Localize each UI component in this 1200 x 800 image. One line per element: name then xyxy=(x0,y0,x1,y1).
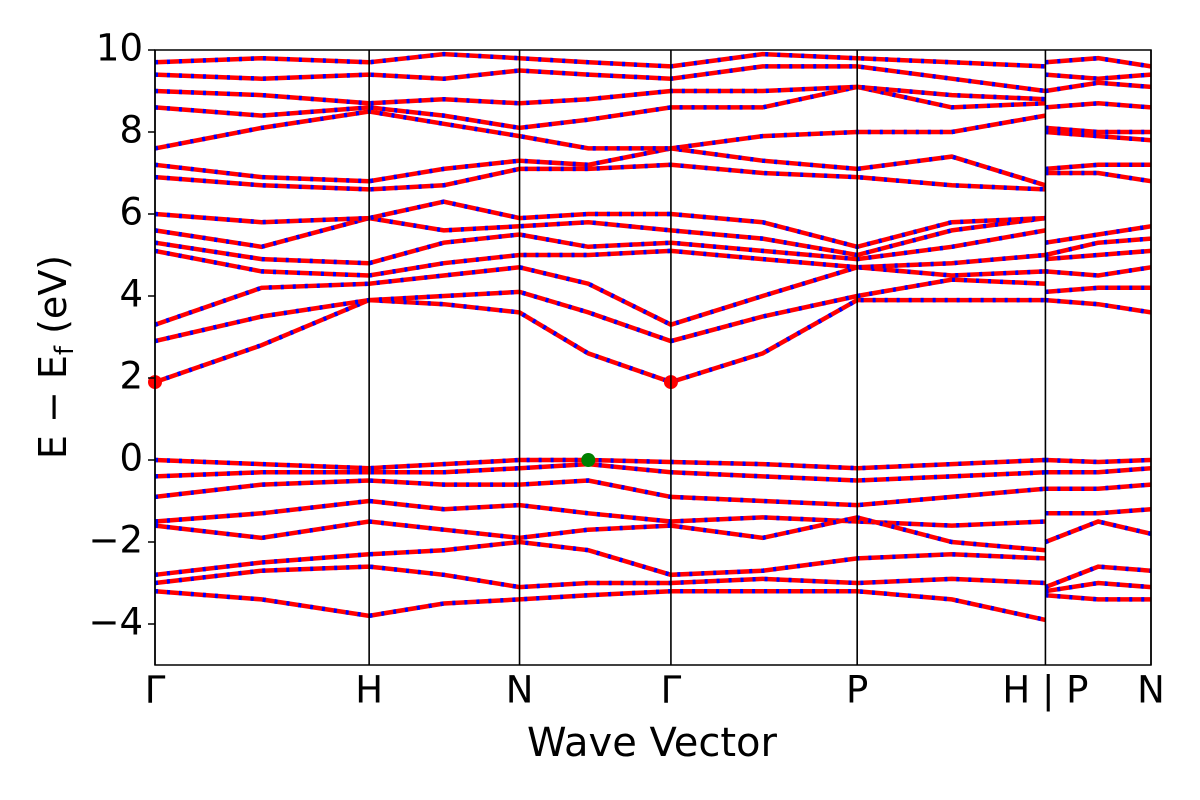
band-dash xyxy=(154,51,1152,69)
extremum-point xyxy=(581,453,596,467)
band xyxy=(154,539,1152,590)
band xyxy=(154,498,1152,528)
band-dash xyxy=(154,297,1152,385)
band-dash xyxy=(154,64,1152,94)
y-tick-label: 2 xyxy=(119,355,143,398)
band xyxy=(154,588,1151,623)
x-tick-label: N xyxy=(506,669,534,712)
x-tick-label: P xyxy=(846,669,868,712)
band xyxy=(154,277,1151,344)
x-tick-label: H | P xyxy=(1002,669,1088,712)
band-dash xyxy=(154,109,1151,151)
band xyxy=(154,478,1152,508)
x-axis-label: Wave Vector xyxy=(527,720,778,766)
x-tick-label: N xyxy=(1137,669,1165,712)
y-tick-label: −4 xyxy=(88,601,143,644)
band xyxy=(154,109,1151,151)
y-label-main: E − E xyxy=(31,355,75,459)
band xyxy=(154,457,1152,471)
y-tick-label: 6 xyxy=(119,191,143,234)
band xyxy=(154,297,1152,385)
x-tick-label: Γ xyxy=(145,669,166,712)
band-dash xyxy=(154,80,1152,106)
band xyxy=(154,228,1152,266)
band-dash xyxy=(154,277,1151,344)
band xyxy=(154,162,1151,192)
y-axis-label: E − Ef (eV) xyxy=(31,255,80,459)
y-label-sub: f xyxy=(50,345,80,355)
y-tick-label: 10 xyxy=(96,27,143,70)
band xyxy=(154,64,1152,94)
y-tick-label: 4 xyxy=(119,273,143,316)
band xyxy=(154,129,1152,188)
band xyxy=(154,515,1152,553)
band-dash xyxy=(154,215,1152,258)
band-dash xyxy=(154,248,1152,278)
y-label-unit: (eV) xyxy=(31,255,75,346)
band xyxy=(154,265,1152,328)
band-dash xyxy=(154,478,1152,508)
band xyxy=(154,51,1152,69)
x-tick-label: H xyxy=(355,669,383,712)
x-tick-label: Γ xyxy=(661,669,682,712)
band xyxy=(154,564,1152,594)
y-tick-label: 0 xyxy=(119,437,143,480)
band xyxy=(154,84,1152,131)
band xyxy=(154,170,1152,250)
y-tick-label: 8 xyxy=(119,109,143,152)
y-tick-label: −2 xyxy=(88,519,143,562)
plot-frame xyxy=(154,49,1152,666)
